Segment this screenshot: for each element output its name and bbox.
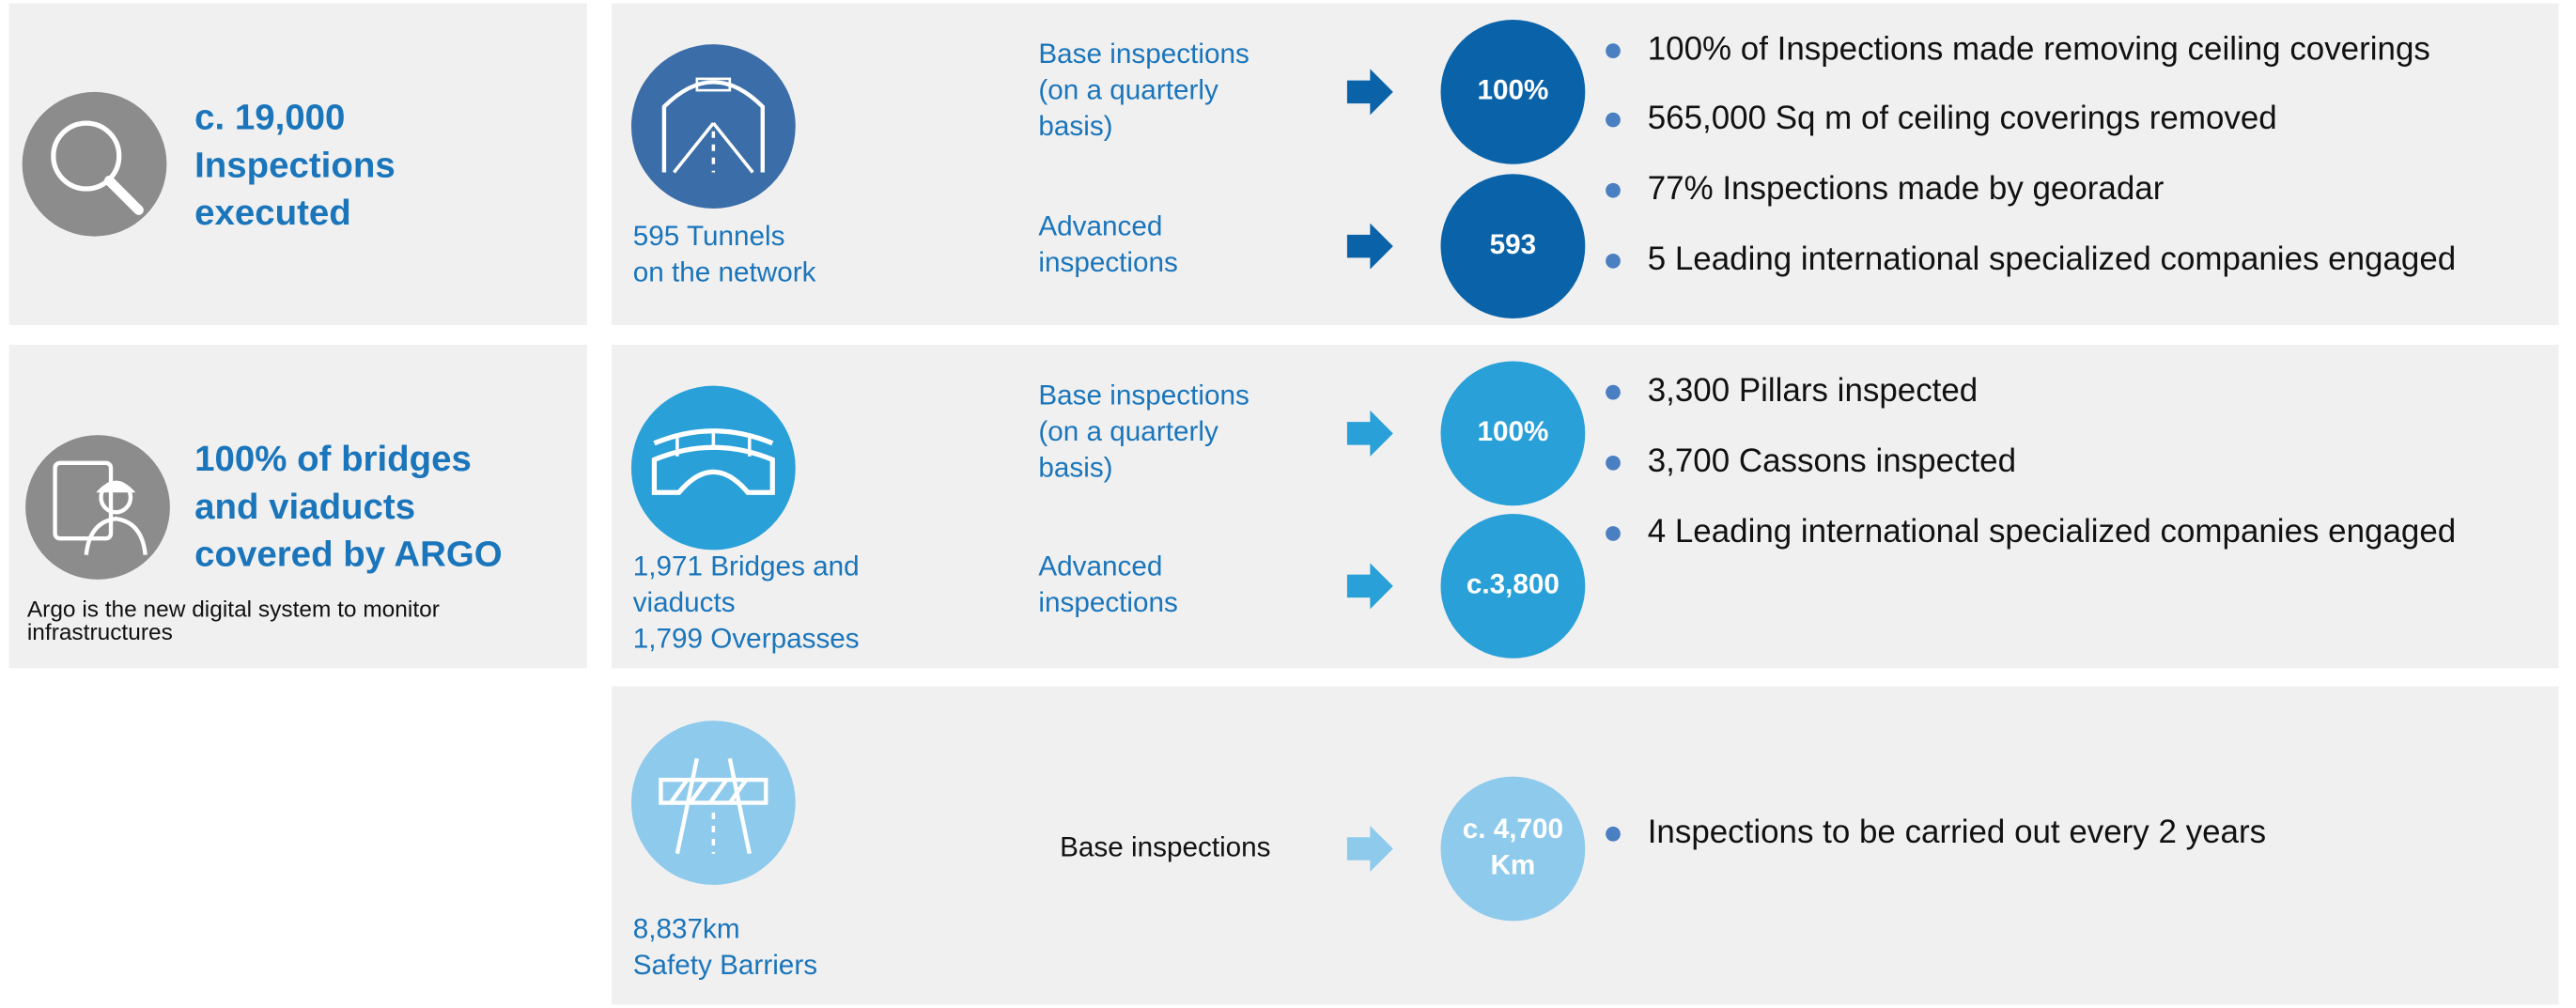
summary-title: and viaducts: [194, 487, 415, 527]
worker-icon: [25, 435, 170, 580]
bullet-dot: [1606, 182, 1621, 198]
bullet-text: Inspections to be carried out every 2 ye…: [1648, 814, 2266, 850]
value-circle: [1440, 19, 1586, 164]
bullet-dot: [1606, 112, 1621, 128]
bullet-text: 77% Inspections made by georadar: [1648, 170, 2165, 207]
summary-title: covered by ARGO: [194, 535, 503, 575]
bullet-text: 3,700 Cassons inspected: [1648, 442, 2016, 479]
asset-label: 595 Tunnels: [633, 221, 785, 252]
inspection-label: (on a quarterly: [1038, 416, 1218, 447]
tunnel-icon: [630, 44, 796, 209]
inspection-label: Advanced: [1038, 551, 1162, 582]
arrow: [1346, 69, 1393, 116]
summary-title: Inspections: [194, 145, 396, 185]
summary-title: executed: [194, 193, 351, 233]
summary-note: infrastructures: [27, 620, 173, 645]
bridge-icon: [630, 385, 796, 551]
bullet-text: 5 Leading international specialized comp…: [1648, 240, 2456, 277]
value-circle: [1440, 361, 1586, 506]
asset-label: 8,837km: [633, 914, 740, 945]
inspection-label: Base inspections: [1038, 39, 1249, 70]
bullet-text: 3,300 Pillars inspected: [1648, 372, 1979, 409]
bullet-dot: [1606, 253, 1621, 269]
inspection-label: basis): [1038, 111, 1112, 142]
asset-label: 1,799 Overpasses: [633, 623, 860, 654]
inspection-label: Base inspections: [1060, 831, 1270, 862]
summary-title: c. 19,000: [194, 98, 345, 138]
inspection-label: inspections: [1038, 587, 1178, 618]
panel: [612, 344, 2559, 669]
panel: [612, 686, 2559, 1005]
summary-title: 100% of bridges: [194, 439, 472, 479]
summary-note: Argo is the new digital system to monito…: [27, 597, 440, 623]
bullet-text: 100% of Inspections made removing ceilin…: [1648, 30, 2430, 67]
inspection-value: c. 4,700: [1463, 814, 1563, 845]
value-circle: [1440, 776, 1586, 922]
bullet-dot: [1606, 526, 1621, 541]
inspection-value: Km: [1490, 850, 1535, 881]
inspection-label: Advanced: [1038, 211, 1162, 242]
bullet-dot: [1606, 826, 1621, 842]
inspection-value: c.3,800: [1466, 569, 1560, 600]
asset-label: 1,971 Bridges and: [633, 551, 860, 582]
bullet-text: 565,000 Sq m of ceiling coverings remove…: [1648, 100, 2277, 136]
bullet-dot: [1606, 455, 1621, 471]
inspection-label: inspections: [1038, 247, 1178, 278]
bullet-text: 4 Leading international specialized comp…: [1648, 513, 2456, 550]
panel: [612, 3, 2559, 326]
inspection-value: 100%: [1477, 75, 1548, 106]
arrow: [1346, 563, 1393, 610]
value-circle: [1440, 174, 1586, 319]
arrow: [1346, 826, 1393, 872]
bullet-dot: [1606, 384, 1621, 400]
asset-label: viaducts: [633, 587, 736, 618]
inspection-label: (on a quarterly: [1038, 75, 1218, 106]
inspection-value: 593: [1490, 229, 1537, 260]
barrier-icon: [630, 721, 796, 885]
asset-label: Safety Barriers: [633, 950, 817, 981]
arrow: [1346, 223, 1393, 270]
inspection-value: 100%: [1477, 416, 1548, 447]
bullet-dot: [1606, 43, 1621, 59]
value-circle: [1440, 513, 1586, 659]
search-icon: [22, 91, 167, 237]
inspection-label: basis): [1038, 453, 1112, 484]
arrow: [1346, 410, 1393, 457]
asset-label: on the network: [633, 257, 816, 288]
inspection-label: Base inspections: [1038, 380, 1249, 411]
